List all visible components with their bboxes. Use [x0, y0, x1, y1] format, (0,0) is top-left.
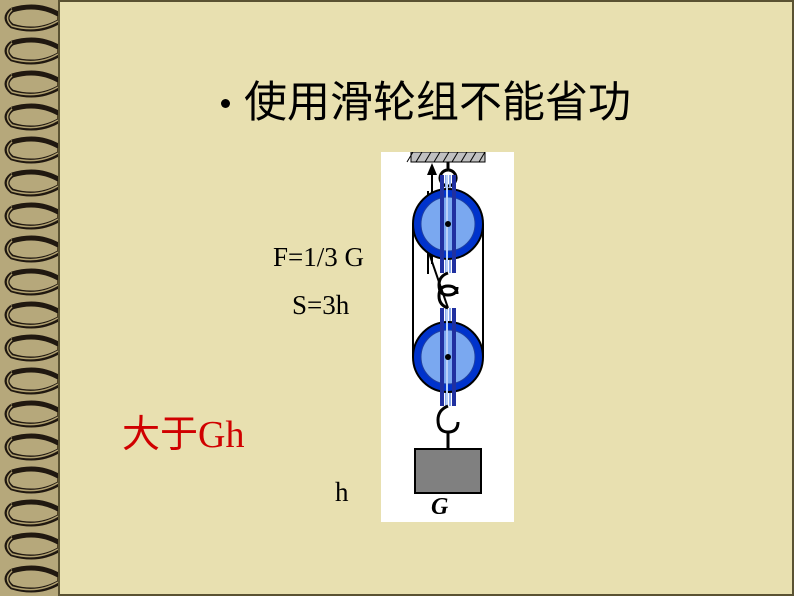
label-force: F=1/3 G [273, 242, 364, 273]
bullet-icon [221, 99, 230, 108]
weight-label: G [431, 494, 448, 521]
conclusion-text: 大于Gh [122, 403, 244, 458]
label-distance: S=3h [292, 290, 349, 321]
pulley-svg [381, 152, 514, 522]
title-text: 使用滑轮组不能省功 [244, 80, 631, 127]
pulley-diagram: G [381, 152, 514, 522]
conclusion-latin: Gh [198, 414, 244, 456]
slide-canvas: 使用滑轮组不能省功 F=1/3 G S=3h h 大于Gh G [0, 0, 794, 596]
label-height: h [335, 477, 349, 508]
conclusion-hanzi: 大于 [122, 414, 198, 456]
page: 使用滑轮组不能省功 F=1/3 G S=3h h 大于Gh G [58, 0, 794, 596]
slide-title: 使用滑轮组不能省功 [60, 68, 792, 130]
